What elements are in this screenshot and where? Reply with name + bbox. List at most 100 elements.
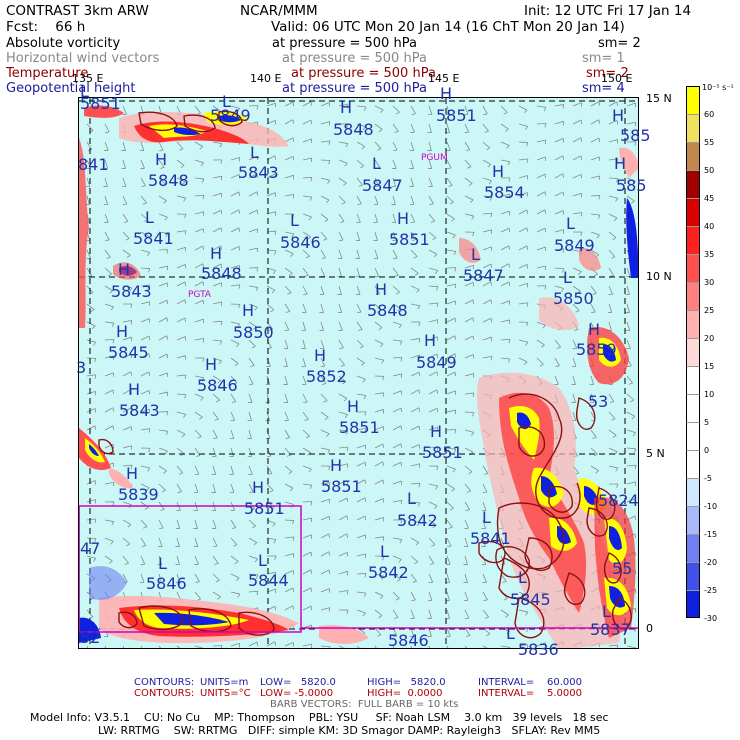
wind-barb-flag — [628, 382, 633, 385]
colorbar-cell — [686, 450, 700, 478]
wind-barb — [608, 101, 618, 107]
wind-barb — [464, 447, 474, 453]
wind-barb-flag — [615, 467, 619, 472]
wind-barb-flag — [616, 484, 619, 489]
wind-barb-flag — [184, 374, 187, 379]
height-label: H — [340, 98, 353, 117]
wind-barb — [590, 195, 601, 197]
wind-barb-flag — [382, 443, 384, 448]
wind-barb — [122, 336, 132, 341]
wind-barb — [392, 609, 399, 618]
wind-barb — [482, 519, 486, 529]
wind-barb — [284, 137, 294, 143]
wind-barb — [248, 447, 253, 457]
wind-barb-flag — [328, 466, 331, 471]
wind-barb — [338, 213, 345, 222]
wind-barb — [374, 443, 384, 449]
wind-barb — [248, 483, 254, 493]
wind-barb — [374, 591, 384, 597]
wind-barb-flag — [345, 143, 349, 148]
wind-barb — [194, 228, 204, 233]
wind-barb-flag — [184, 214, 187, 219]
wind-barb — [536, 321, 546, 326]
wind-barb — [104, 555, 113, 562]
wind-barb — [140, 335, 150, 341]
wind-barb-flag — [417, 502, 421, 507]
wind-barb — [554, 267, 565, 270]
wind-barb — [374, 285, 381, 294]
wind-barb — [572, 212, 582, 215]
wind-barb — [428, 231, 437, 239]
wind-barb — [428, 177, 433, 187]
wind-barb-flag — [141, 545, 146, 547]
wind-barb — [356, 444, 366, 449]
wind-barb-flag — [219, 340, 223, 345]
wind-barb — [446, 483, 455, 490]
wind-barb — [482, 317, 492, 323]
wind-barb — [410, 123, 415, 133]
wind-barb-flag — [290, 253, 294, 257]
wind-barb — [446, 555, 451, 565]
wind-barb — [608, 213, 618, 219]
wind-barb-flag — [580, 155, 582, 160]
wind-barb — [518, 283, 528, 287]
wind-barb — [374, 267, 379, 277]
wind-barb-flag — [237, 593, 241, 598]
height-value: 585 — [616, 176, 647, 195]
wind-barb-flag — [249, 491, 254, 493]
height-value: 5848 — [148, 171, 189, 190]
wind-barb — [464, 213, 474, 217]
wind-barb — [122, 213, 129, 222]
wind-barb — [482, 355, 492, 359]
wind-barb-flag — [381, 576, 385, 580]
wind-barb — [122, 426, 132, 431]
height-label: L — [471, 245, 480, 264]
wind-barb-flag — [634, 533, 636, 538]
wind-barb — [464, 519, 469, 529]
wind-barb — [464, 264, 474, 269]
wind-barb-flag — [484, 473, 489, 475]
wind-barb — [158, 141, 164, 151]
wind-barb-flag — [343, 182, 347, 186]
forecast-hour: Fcst: 66 h — [6, 19, 86, 35]
wind-barb-flag — [612, 237, 617, 241]
wind-barb — [626, 411, 636, 417]
station-pgta: PGTA — [188, 290, 212, 300]
wind-barb-flag — [544, 123, 547, 128]
wind-barb — [626, 177, 636, 182]
wind-barb-flag — [292, 101, 294, 106]
wind-barb-flag — [543, 107, 547, 111]
wind-barb-flag — [273, 539, 277, 544]
wind-barb — [446, 627, 451, 637]
wind-barb-flag — [472, 392, 475, 397]
wind-barb-flag — [109, 290, 113, 294]
height-value: 3 — [76, 358, 87, 377]
wind-barb — [86, 555, 96, 559]
wind-barb — [176, 555, 180, 565]
wind-barb — [104, 285, 113, 291]
wind-barb — [626, 645, 636, 648]
wind-barb — [554, 155, 564, 161]
wind-barb — [158, 573, 162, 583]
wind-barb — [428, 285, 439, 288]
wind-barb — [248, 357, 255, 366]
wind-barb-flag — [395, 598, 400, 601]
wind-barb — [140, 141, 145, 151]
wind-barb — [302, 231, 311, 238]
field-level-geopotential: at pressure = 500 hPa — [282, 81, 427, 96]
wind-barb — [176, 177, 186, 183]
lon-label-145e: 145 E — [428, 72, 460, 85]
wind-barb — [626, 121, 636, 125]
wind-barb-flag — [378, 129, 383, 132]
wind-barb — [428, 267, 438, 271]
wind-barb-flag — [112, 425, 114, 430]
wind-barb — [536, 265, 546, 269]
wind-barb-flag — [468, 183, 473, 186]
wind-barb — [356, 609, 366, 614]
height-label: H — [612, 106, 625, 125]
wind-barb-flag — [429, 203, 434, 205]
wind-barb-flag — [523, 109, 528, 114]
wind-barb-flag — [274, 155, 276, 160]
wind-barb — [158, 465, 167, 472]
wind-barb — [248, 155, 258, 161]
